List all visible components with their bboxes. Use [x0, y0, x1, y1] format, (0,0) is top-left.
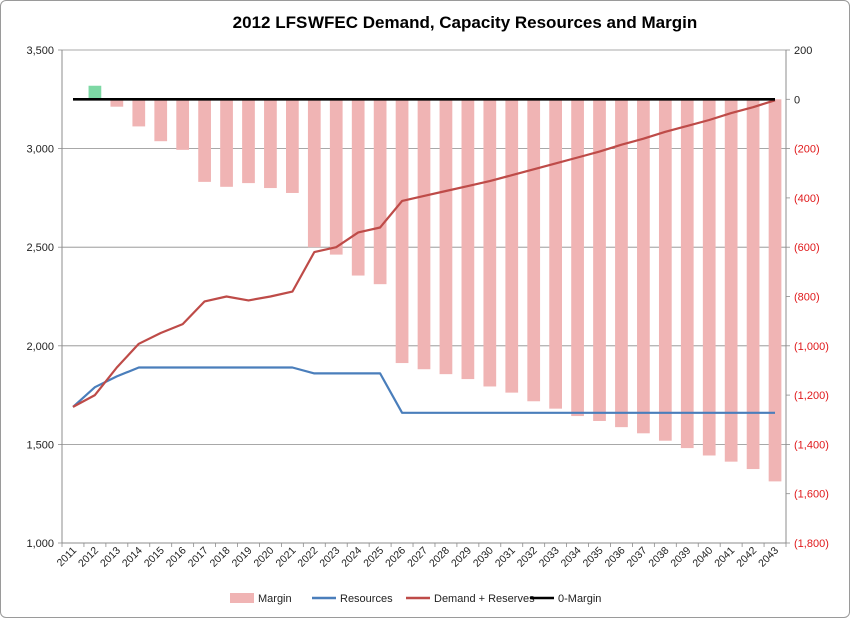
- legend-label-demand-reserves: Demand + Reserves: [434, 593, 535, 605]
- margin-bar: [571, 99, 584, 417]
- x-tick-label: 2038: [646, 545, 671, 570]
- x-tick-label: 2022: [295, 545, 320, 570]
- x-tick-label: 2021: [273, 545, 298, 570]
- margin-bar: [395, 99, 409, 364]
- series-lines: [72, 98, 776, 414]
- right-tick-label: (1,200): [794, 390, 829, 402]
- x-tick-label: 2014: [120, 545, 145, 570]
- left-axis-ticks: 1,000 1,500 2,000 2,500 3,000 3,500: [26, 45, 62, 550]
- right-tick-label: (800): [794, 292, 820, 304]
- x-tick-label: 2017: [186, 545, 211, 570]
- right-tick-label: (1,800): [794, 538, 829, 550]
- left-tick-label: 2,000: [26, 341, 54, 353]
- demand-reserves-line: [72, 99, 776, 408]
- x-tick-label: 2031: [493, 545, 518, 570]
- right-axis-ticks: 200 0 (200) (400) (600) (800) (1,000) (1,200) (1…: [786, 45, 829, 550]
- margin-bar: [724, 99, 738, 462]
- chart-title: 2012 LFS WFEC Demand, Capacity Resources…: [233, 13, 698, 32]
- x-tick-label: 2023: [317, 545, 342, 570]
- x-tick-label: 2042: [734, 545, 759, 570]
- margin-bar: [746, 99, 760, 470]
- margin-bar: [307, 99, 321, 248]
- right-tick-label: (200): [794, 144, 820, 156]
- margin-bar: [264, 99, 277, 189]
- legend-label-margin: Margin: [258, 593, 292, 605]
- margin-bar: [110, 99, 124, 107]
- x-axis-ticks: 2011201220132014201520162017201820192020…: [55, 543, 787, 570]
- margin-bar: [154, 99, 168, 142]
- margin-bar: [198, 99, 211, 182]
- margin-bar: [176, 99, 190, 150]
- margin-bar: [549, 99, 562, 409]
- chart-title-left: 2012 LFS: [233, 13, 308, 32]
- x-tick-label: 2016: [164, 545, 189, 570]
- margin-bar: [329, 99, 343, 255]
- left-tick-label: 2,500: [26, 242, 54, 254]
- chart-title-right: WFEC Demand, Capacity Resources and Marg…: [308, 13, 697, 32]
- x-tick-label: 2041: [712, 545, 737, 570]
- x-tick-label: 2026: [383, 545, 408, 570]
- x-tick-label: 2018: [208, 545, 233, 570]
- margin-bar: [439, 99, 453, 375]
- margin-bar: [593, 99, 606, 421]
- x-tick-label: 2025: [361, 545, 386, 570]
- left-tick-label: 3,000: [26, 144, 54, 156]
- x-tick-label: 2040: [690, 545, 715, 570]
- right-tick-label: (400): [794, 193, 820, 205]
- margin-bar: [505, 99, 519, 393]
- margin-bars: [88, 85, 782, 482]
- x-tick-label: 2034: [559, 545, 584, 570]
- margin-bar: [132, 99, 146, 127]
- x-tick-label: 2011: [55, 545, 80, 570]
- right-tick-label: (600): [794, 242, 820, 254]
- x-tick-label: 2015: [142, 545, 167, 570]
- x-tick-label: 2013: [98, 545, 123, 570]
- margin-bar: [88, 85, 102, 100]
- right-tick-label: 0: [794, 94, 800, 106]
- right-tick-label: 200: [794, 45, 812, 57]
- margin-bar: [615, 99, 628, 428]
- margin-bar: [680, 99, 694, 449]
- margin-bar: [527, 99, 541, 402]
- left-tick-label: 3,500: [26, 45, 54, 57]
- resources-line: [72, 366, 775, 414]
- left-tick-label: 1,000: [26, 538, 54, 550]
- x-tick-label: 2039: [668, 545, 693, 570]
- x-tick-label: 2036: [603, 545, 628, 570]
- x-tick-label: 2020: [252, 545, 277, 570]
- margin-bar: [768, 99, 782, 482]
- legend-label-0-margin: 0-Margin: [558, 593, 601, 605]
- legend-swatch-margin: [230, 593, 254, 603]
- x-tick-label: 2033: [537, 545, 562, 570]
- x-tick-label: 2029: [449, 545, 474, 570]
- margin-bar: [351, 99, 365, 276]
- x-tick-label: 2028: [427, 545, 452, 570]
- x-tick-label: 2030: [471, 545, 496, 570]
- right-tick-label: (1,000): [794, 341, 829, 353]
- right-tick-label: (1,600): [794, 489, 829, 501]
- right-tick-label: (1,400): [794, 439, 829, 451]
- margin-bar: [220, 99, 233, 187]
- x-tick-label: 2037: [625, 545, 650, 570]
- margin-bar: [637, 99, 650, 434]
- x-tick-label: 2032: [515, 545, 540, 570]
- margin-bar: [286, 99, 299, 193]
- margin-bar: [373, 99, 387, 285]
- x-tick-label: 2012: [76, 545, 101, 570]
- left-tick-label: 1,500: [26, 439, 54, 451]
- margin-bar: [242, 99, 255, 184]
- x-tick-label: 2035: [581, 545, 606, 570]
- margin-bar: [702, 99, 716, 456]
- legend: Margin Resources Demand + Reserves 0-Margin: [230, 593, 601, 605]
- margin-bar: [658, 99, 672, 441]
- x-tick-label: 2019: [230, 545, 255, 570]
- x-tick-label: 2024: [339, 545, 364, 570]
- x-tick-label: 2027: [405, 545, 430, 570]
- legend-label-resources: Resources: [340, 593, 393, 605]
- margin-bar: [461, 99, 475, 380]
- margin-bar: [483, 99, 497, 387]
- margin-bar: [417, 99, 431, 370]
- x-tick-label: 2043: [756, 545, 781, 570]
